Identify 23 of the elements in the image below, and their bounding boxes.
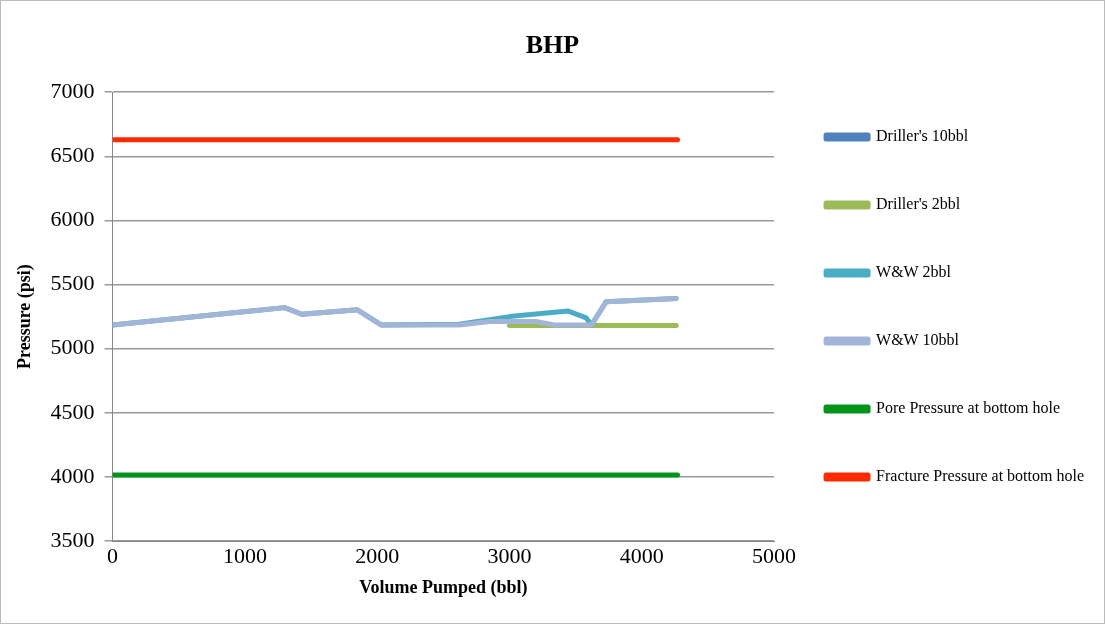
y-axis-title: Pressure (psi) xyxy=(14,264,36,370)
y-tick-label: 7000 xyxy=(50,77,95,103)
y-tick-label: 4000 xyxy=(50,462,95,488)
y-tick-label: 5500 xyxy=(50,270,95,296)
x-tick-label: 4000 xyxy=(619,542,664,568)
x-axis-title: Volume Pumped (bbl) xyxy=(359,576,528,598)
legend-label: Fracture Pressure at bottom hole xyxy=(876,467,1085,485)
x-tick-label: 5000 xyxy=(752,542,797,568)
legend-label: W&W 10bbl xyxy=(876,331,960,349)
legend-label: W&W 2bbl xyxy=(876,263,952,281)
y-tick-label: 6000 xyxy=(50,206,95,232)
y-tick-label: 4500 xyxy=(50,398,95,424)
x-tick-label: 2000 xyxy=(355,542,400,568)
x-tick-label: 1000 xyxy=(222,542,267,568)
x-tick-label: 3000 xyxy=(487,542,532,568)
y-tick-label: 5000 xyxy=(50,334,95,360)
legend-label: Driller's 10bbl xyxy=(876,127,969,145)
legend-label: Driller's 2bbl xyxy=(876,195,961,213)
y-tick-label: 3500 xyxy=(50,526,95,552)
chart-title: BHP xyxy=(525,30,580,60)
x-tick-label: 0 xyxy=(107,542,119,568)
legend-label: Pore Pressure at bottom hole xyxy=(876,399,1061,417)
y-tick-label: 6500 xyxy=(50,142,95,168)
